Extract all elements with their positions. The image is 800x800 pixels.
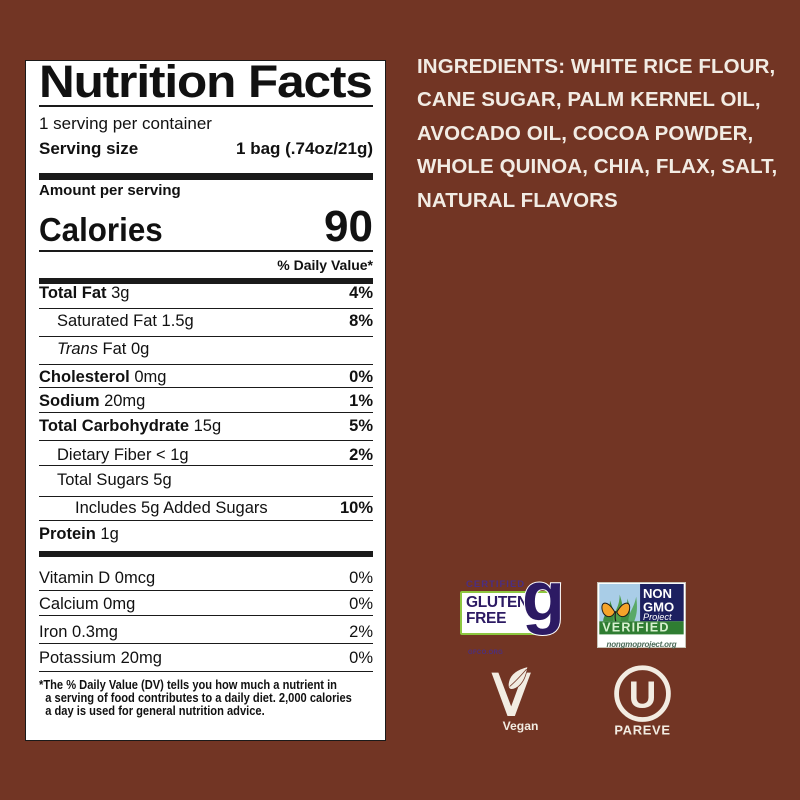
svg-text:VERIFIED: VERIFIED (602, 620, 669, 634)
svg-text:Vegan: Vegan (503, 719, 539, 733)
svg-text:U: U (629, 673, 657, 716)
svg-text:PAREVE: PAREVE (614, 723, 670, 738)
